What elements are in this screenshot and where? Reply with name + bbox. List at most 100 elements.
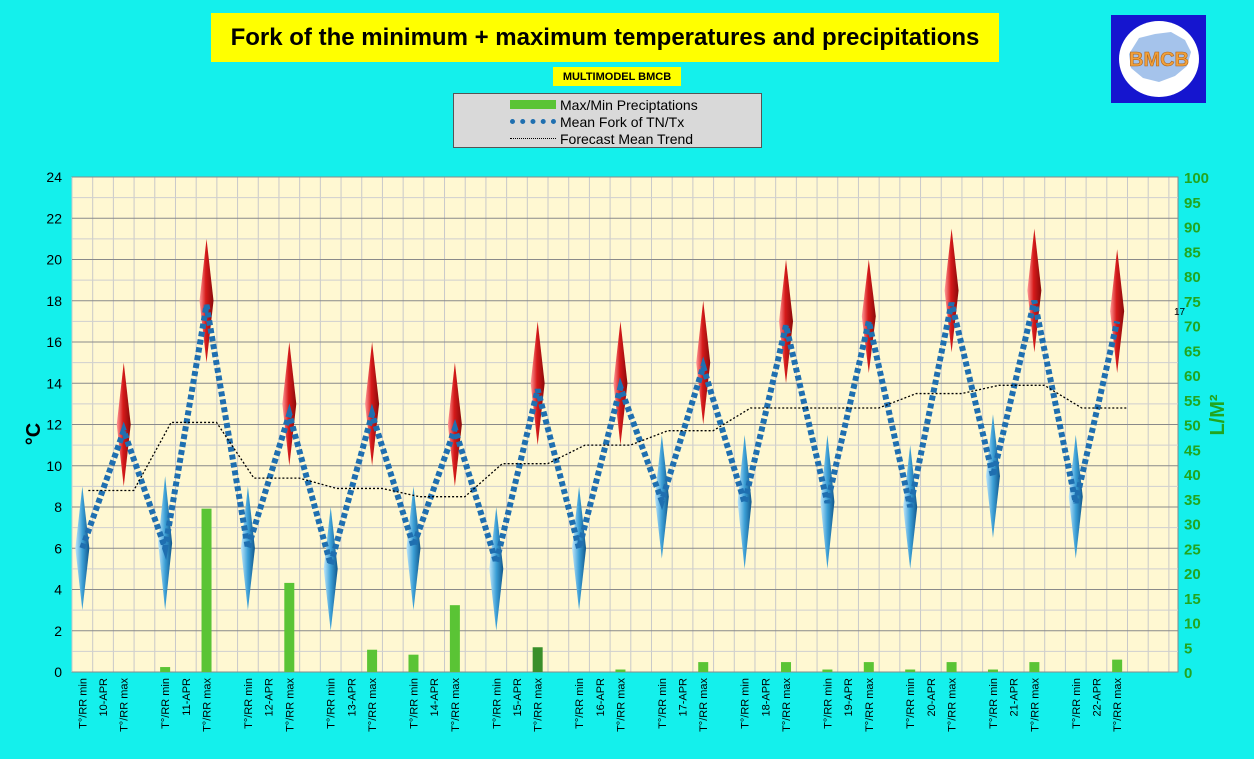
y-right-tick-label: 85	[1184, 244, 1201, 261]
legend-label: Forecast Mean Trend	[560, 130, 694, 147]
x-tick-label-min: T°/RR min	[1071, 678, 1083, 729]
min-spread-spike	[489, 507, 504, 631]
x-tick-label-max: T°/RR max	[367, 678, 379, 732]
x-date-label: 14-APR	[429, 678, 441, 717]
y-left-tick-label: 12	[46, 417, 62, 433]
y-right-tick-label: 5	[1184, 640, 1192, 657]
black-dotted-line-swatch-icon	[510, 138, 556, 139]
y-left-tick-label: 16	[46, 334, 62, 350]
y-right-tick-label: 40	[1184, 467, 1201, 484]
x-tick-label-min: T°/RR min	[822, 678, 834, 729]
x-tick-label-min: T°/RR min	[905, 678, 917, 729]
y-right-tick-label: 55	[1184, 393, 1201, 410]
x-date-label: 22-APR	[1091, 678, 1103, 717]
x-tick-label-max: T°/RR max	[1112, 678, 1124, 732]
y-right-tick-label: 65	[1184, 343, 1201, 360]
x-date-label: 19-APR	[843, 678, 855, 717]
y-left-tick-label: 8	[54, 499, 62, 515]
x-tick-label-min: T°/RR min	[988, 678, 1000, 729]
x-date-label: 18-APR	[760, 678, 772, 717]
precip-bar-max	[284, 582, 295, 672]
y-right-tick-label: 50	[1184, 418, 1201, 435]
precip-bar-max	[1029, 662, 1040, 672]
y-right-tick-label: 100	[1184, 170, 1209, 187]
min-spread-spike	[985, 414, 1000, 538]
y-right-tick-label: 20	[1184, 566, 1201, 583]
y-left-tick-label: 0	[54, 664, 62, 680]
x-tick-label-max: T°/RR max	[947, 678, 959, 732]
x-tick-label-max: T°/RR max	[864, 678, 876, 732]
x-tick-label-min: T°/RR min	[657, 678, 669, 729]
chart-title: Fork of the minimum + maximum temperatur…	[211, 13, 999, 62]
precip-bar-max	[781, 662, 792, 672]
precip-bar-min	[408, 654, 419, 672]
x-tick-label-min: T°/RR min	[243, 678, 255, 729]
x-tick-label-min: T°/RR min	[740, 678, 752, 729]
green-bar-swatch-icon	[510, 100, 556, 109]
y-left-tick-label: 2	[54, 623, 62, 639]
chart-legend: Max/Min Preciptations Mean Fork of TN/Tx…	[453, 93, 762, 148]
precip-bar-max	[863, 662, 874, 672]
precip-bar-max	[615, 669, 626, 672]
y-right-tick-label: 70	[1184, 319, 1201, 336]
x-tick-label-max: T°/RR max	[698, 678, 710, 732]
precip-bar-max	[449, 605, 460, 672]
legend-item-precipitation: Max/Min Preciptations	[454, 96, 761, 113]
forecast-trend-line	[88, 384, 1128, 498]
x-tick-label-min: T°/RR min	[408, 678, 420, 729]
precip-bar-max	[1112, 659, 1123, 672]
precip-bar-min	[987, 669, 998, 672]
x-date-label: 21-APR	[1009, 678, 1021, 717]
y-left-tick-label: 18	[46, 293, 62, 309]
chart-subtitle: MULTIMODEL BMCB	[553, 67, 681, 86]
precip-bar-min	[905, 669, 916, 672]
y-right-tick-label: 95	[1184, 195, 1201, 212]
mean-fork-line	[79, 300, 1121, 577]
y-right-tick-label: 90	[1184, 220, 1201, 237]
precip-bar-max	[201, 508, 212, 672]
y-left-tick-label: 22	[46, 210, 62, 226]
x-date-label: 11-APR	[181, 678, 193, 716]
y-left-tick-label: 20	[46, 252, 62, 268]
legend-item-mean-fork: Mean Fork of TN/Tx	[454, 113, 761, 130]
x-tick-label-max: T°/RR max	[533, 678, 545, 732]
x-tick-label-min: T°/RR min	[326, 678, 338, 729]
x-date-label: 13-APR	[346, 678, 358, 717]
y-right-tick-label: 60	[1184, 368, 1201, 385]
x-tick-label-max: T°/RR max	[1029, 678, 1041, 732]
y-left-tick-label: 14	[46, 375, 62, 391]
x-date-label: 16-APR	[595, 678, 607, 717]
y-right-tick-label: 0	[1184, 665, 1192, 682]
y-right-tick-label: 35	[1184, 492, 1201, 509]
min-spread-spike	[737, 434, 752, 569]
max-spread-spike	[1110, 249, 1125, 373]
x-date-label: 15-APR	[512, 678, 524, 717]
precip-bar-min	[160, 667, 171, 672]
legend-item-trend: Forecast Mean Trend	[454, 130, 761, 147]
y-left-tick-label: 6	[54, 540, 62, 556]
x-date-label: 17-APR	[678, 678, 690, 717]
precip-bar-max	[532, 647, 543, 672]
data-annotation-label: 17	[1174, 307, 1186, 318]
x-date-label: 12-APR	[264, 678, 276, 717]
y-right-tick-label: 45	[1184, 442, 1201, 459]
x-tick-label-max: T°/RR max	[119, 678, 131, 732]
y-right-tick-label: 25	[1184, 541, 1201, 558]
svg-text:BMCB: BMCB	[1129, 49, 1189, 71]
x-tick-label-max: T°/RR max	[450, 678, 462, 732]
min-spread-spike	[240, 486, 255, 611]
min-spread-spike	[572, 486, 587, 611]
x-tick-label-min: T°/RR min	[77, 678, 89, 729]
y-right-tick-label: 80	[1184, 269, 1201, 286]
y-right-tick-label: 10	[1184, 616, 1201, 633]
legend-label: Max/Min Preciptations	[560, 96, 698, 113]
bmcb-logo: BMCB	[1111, 15, 1206, 103]
y-right-axis-label: L/M²	[1207, 394, 1229, 435]
x-tick-label-max: T°/RR max	[615, 678, 627, 732]
y-right-tick-label: 30	[1184, 517, 1201, 534]
x-tick-label-min: T°/RR min	[160, 678, 172, 729]
blue-dotted-line-swatch-icon	[510, 119, 556, 124]
x-tick-label-max: T°/RR max	[284, 678, 296, 732]
